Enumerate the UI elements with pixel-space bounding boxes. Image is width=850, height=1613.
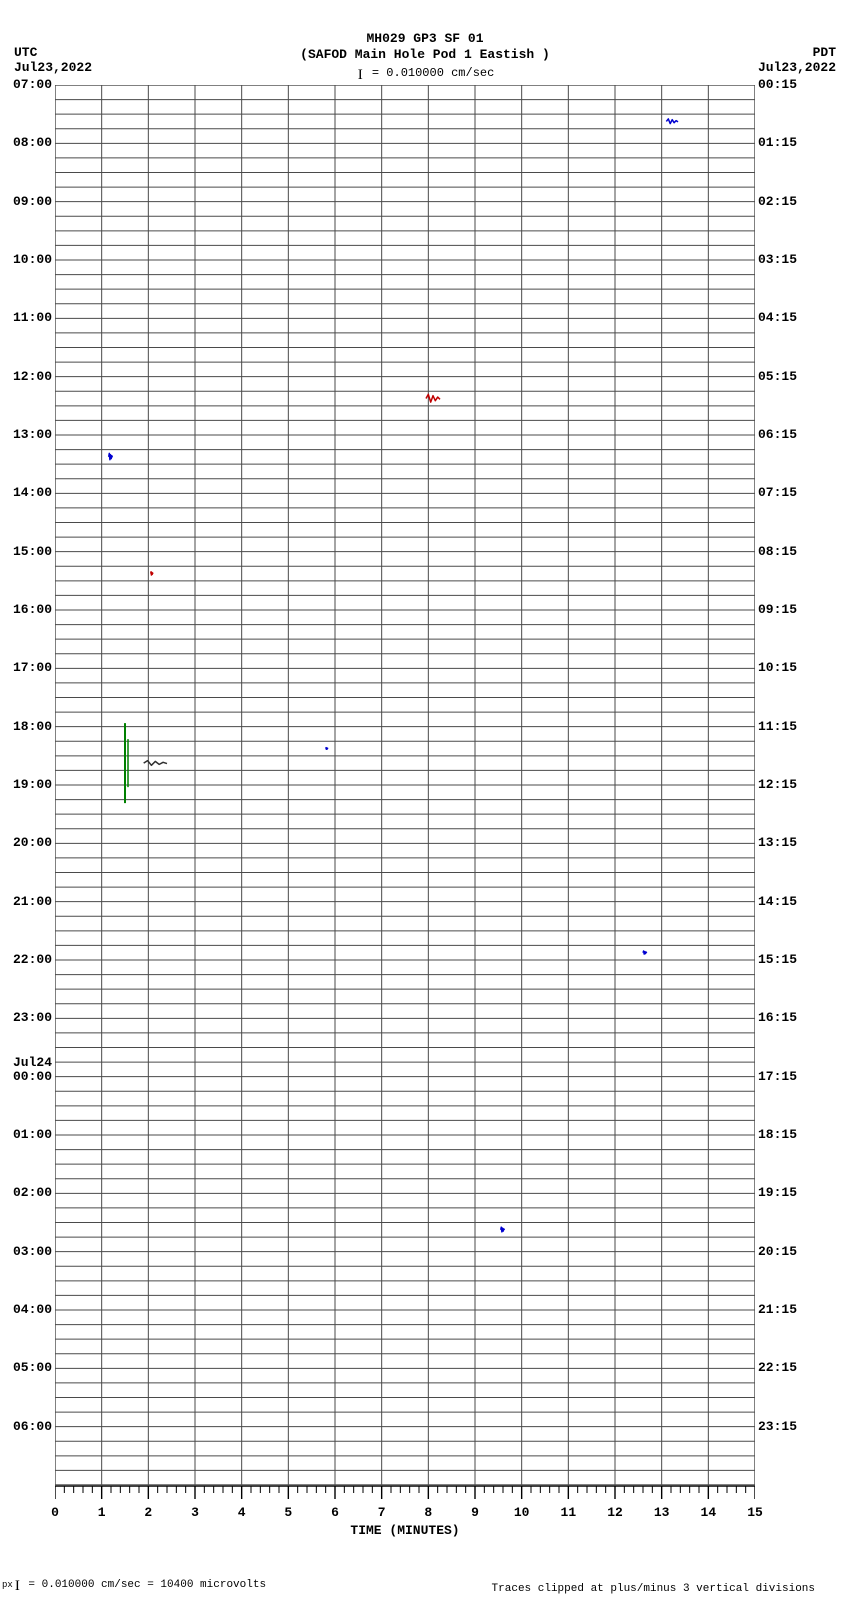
timezone-right: PDT [813,45,836,60]
footer-bar-glyph: I [15,1578,20,1595]
left-hour-label: 03:00 [13,1244,52,1259]
x-tick-label: 14 [701,1505,717,1520]
right-hour-label: 08:15 [758,544,797,559]
left-hour-label: 14:00 [13,485,52,500]
footer-left-text: = 0.010000 cm/sec = 10400 microvolts [22,1579,266,1591]
x-tick-label: 15 [747,1505,763,1520]
right-hour-label: 16:15 [758,1010,797,1025]
x-tick-label: 1 [98,1505,106,1520]
x-tick-label: 13 [654,1505,670,1520]
right-hour-label: 17:15 [758,1069,797,1084]
left-hour-label: 23:00 [13,1010,52,1025]
left-hour-label: 01:00 [13,1127,52,1142]
right-hour-label: 19:15 [758,1185,797,1200]
x-axis-title: TIME (MINUTES) [55,1523,755,1538]
x-tick-label: 11 [561,1505,577,1520]
header-date-left: Jul23,2022 [14,60,92,75]
left-hour-label: 00:00 [13,1069,52,1084]
left-hour-label: 09:00 [13,194,52,209]
right-hour-label: 22:15 [758,1360,797,1375]
left-hour-label: 21:00 [13,894,52,909]
right-hour-label: 04:15 [758,310,797,325]
footer-clip-note: Traces clipped at plus/minus 3 vertical … [492,1583,815,1595]
left-hour-label: 02:00 [13,1185,52,1200]
scale-text: = 0.010000 cm/sec [365,66,495,80]
x-tick-label: 2 [144,1505,152,1520]
x-tick-label: 10 [514,1505,530,1520]
x-tick-label: 0 [51,1505,59,1520]
right-hour-label: 10:15 [758,660,797,675]
x-tick-label: 3 [191,1505,199,1520]
helicorder-grid [55,85,755,1485]
x-tick-label: 7 [378,1505,386,1520]
right-hour-label: 21:15 [758,1302,797,1317]
chart-title-1: MH029 GP3 SF 01 [0,31,850,46]
left-hour-label: 13:00 [13,427,52,442]
left-hour-label: 18:00 [13,719,52,734]
x-axis: 0123456789101112131415 TIME (MINUTES) [55,1485,755,1545]
left-date-extra: Jul24 [13,1055,52,1070]
left-hour-label: 22:00 [13,952,52,967]
left-hour-label: 11:00 [13,310,52,325]
left-hour-label: 20:00 [13,835,52,850]
footer-scale-note: pxI = 0.010000 cm/sec = 10400 microvolts [2,1578,266,1595]
right-hour-label: 02:15 [758,194,797,209]
right-hour-label: 09:15 [758,602,797,617]
header-date-right: Jul23,2022 [758,60,836,75]
left-hour-label: 04:00 [13,1302,52,1317]
chart-header: MH029 GP3 SF 01 (SAFOD Main Hole Pod 1 E… [0,0,850,85]
left-hour-label: 08:00 [13,135,52,150]
right-hour-label: 00:15 [758,77,797,92]
left-hour-label: 06:00 [13,1419,52,1434]
right-hour-label: 23:15 [758,1419,797,1434]
left-hour-label: 07:00 [13,77,52,92]
left-hour-label: 15:00 [13,544,52,559]
chart-title-2: (SAFOD Main Hole Pod 1 Eastish ) [0,47,850,62]
right-hour-label: 07:15 [758,485,797,500]
helicorder-plot: 07:0000:1508:0001:1509:0002:1510:0003:15… [55,85,755,1485]
timezone-left: UTC [14,45,37,60]
right-hour-label: 15:15 [758,952,797,967]
x-tick-label: 9 [471,1505,479,1520]
right-hour-label: 11:15 [758,719,797,734]
x-tick-label: 8 [424,1505,432,1520]
footer-prefix: px [2,1580,13,1590]
scale-bar-glyph: I [358,67,363,84]
page: MH029 GP3 SF 01 (SAFOD Main Hole Pod 1 E… [0,0,850,1613]
right-hour-label: 05:15 [758,369,797,384]
chart-scale-note: I = 0.010000 cm/sec [0,66,850,84]
left-hour-label: 19:00 [13,777,52,792]
left-hour-label: 05:00 [13,1360,52,1375]
right-hour-label: 20:15 [758,1244,797,1259]
right-hour-label: 12:15 [758,777,797,792]
right-hour-label: 13:15 [758,835,797,850]
left-hour-label: 10:00 [13,252,52,267]
x-tick-label: 5 [284,1505,292,1520]
left-hour-label: 16:00 [13,602,52,617]
right-hour-label: 14:15 [758,894,797,909]
x-tick-label: 12 [607,1505,623,1520]
right-hour-label: 03:15 [758,252,797,267]
x-tick-label: 4 [238,1505,246,1520]
left-hour-label: 17:00 [13,660,52,675]
x-tick-label: 6 [331,1505,339,1520]
right-hour-label: 18:15 [758,1127,797,1142]
x-axis-ticks [55,1485,755,1515]
left-hour-label: 12:00 [13,369,52,384]
right-hour-label: 01:15 [758,135,797,150]
right-hour-label: 06:15 [758,427,797,442]
